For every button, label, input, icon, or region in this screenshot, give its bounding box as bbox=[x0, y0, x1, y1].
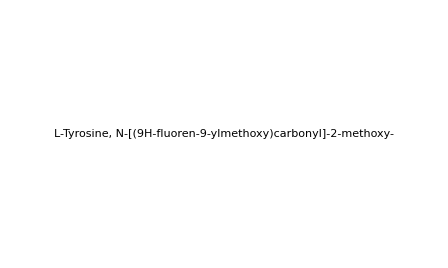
Text: L-Tyrosine, N-[(9H-fluoren-9-ylmethoxy)carbonyl]-2-methoxy-: L-Tyrosine, N-[(9H-fluoren-9-ylmethoxy)c… bbox=[54, 129, 394, 139]
